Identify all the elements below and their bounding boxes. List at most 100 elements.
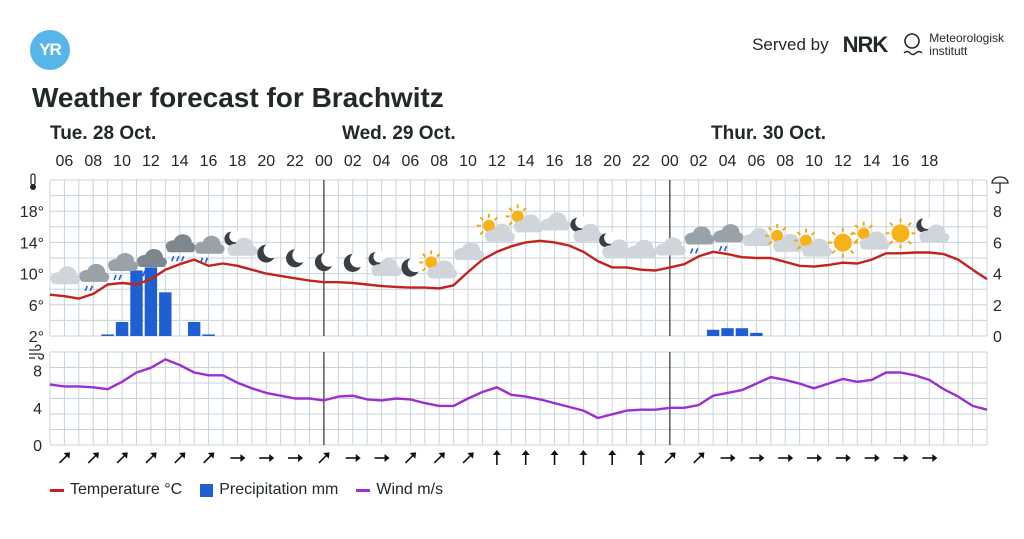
x-tick-label: 12	[488, 153, 506, 170]
wind-arrow-icon	[203, 452, 215, 464]
cloud-rain-icon	[194, 235, 225, 264]
moon-icon	[401, 256, 423, 277]
x-tick-label: 20	[603, 153, 621, 170]
wind-arrow-icon	[259, 454, 275, 462]
wind-arrow-icon	[693, 452, 705, 464]
precipitation-bar	[159, 292, 172, 336]
legend-wind-swatch	[356, 488, 371, 492]
x-tick-label: 08	[430, 153, 448, 170]
legend-temperature[interactable]: Temperature °C	[50, 481, 182, 499]
x-tick-label: 08	[776, 153, 794, 170]
x-tick-label: 22	[632, 153, 650, 170]
sun-cloud-icon	[505, 204, 544, 233]
y-right-tick-label: 0	[993, 329, 1002, 346]
moon-cloud-icon	[599, 231, 633, 258]
temperature-line	[49, 239, 988, 300]
page-title: Weather forecast for Brachwitz	[32, 82, 444, 113]
cloud-icon	[655, 237, 686, 256]
chart-legend: Temperature °C Precipitation mm Wind m/s	[50, 481, 443, 499]
umbrella-icon	[991, 176, 1009, 194]
legend-precipitation[interactable]: Precipitation mm	[200, 481, 338, 499]
wind-arrow-icon	[720, 454, 736, 462]
wind-arrow-icon	[608, 450, 617, 465]
cloud-heavy-rain-icon	[165, 234, 196, 262]
sun-cloud-icon	[851, 221, 890, 250]
x-tick-label: 04	[373, 153, 391, 170]
wind-arrow-icon	[864, 454, 880, 462]
x-tick-label: 18	[920, 153, 938, 170]
x-tick-label: 08	[84, 153, 102, 170]
legend-wind[interactable]: Wind m/s	[356, 481, 443, 499]
precipitation-bar	[187, 321, 201, 336]
precipitation-bar	[750, 332, 763, 336]
precipitation-bar	[101, 334, 114, 336]
cloud-icon	[50, 266, 81, 285]
wind-arrow-icon	[807, 454, 823, 462]
y-wind-tick-label: 4	[33, 401, 42, 418]
x-tick-label: 06	[401, 153, 419, 170]
x-tick-label: 14	[517, 153, 535, 170]
precipitation-bar	[130, 270, 143, 336]
x-tick-label: 18	[229, 153, 247, 170]
wind-arrow-icon	[922, 454, 938, 462]
yr-logo[interactable]: YR	[30, 30, 70, 70]
x-tick-label: 04	[719, 153, 737, 170]
wind-arrow-icon	[116, 452, 128, 464]
x-tick-label: 00	[661, 153, 679, 170]
cloud-icon	[627, 239, 658, 258]
x-tick-label: 10	[113, 153, 131, 170]
wind-arrow-icon	[637, 450, 646, 465]
y-left-tick-label: 6°	[29, 298, 44, 315]
x-tick-label: 02	[690, 153, 708, 170]
moon-cloud-icon	[224, 230, 258, 256]
met-logo[interactable]: Meteorologisk institutt	[901, 32, 1004, 58]
y-wind-tick-label: 8	[33, 364, 42, 381]
moon-icon	[343, 252, 366, 272]
y-right-tick-label: 2	[993, 298, 1002, 315]
x-tick-label: 16	[892, 153, 910, 170]
wind-arrow-icon	[893, 454, 909, 462]
precipitation-bar	[202, 334, 215, 336]
moon-cloud-icon	[368, 250, 402, 277]
x-tick-label: 00	[315, 153, 333, 170]
x-tick-label: 14	[863, 153, 881, 170]
nrk-logo[interactable]: NRK	[842, 32, 889, 57]
x-tick-label: 06	[56, 153, 74, 170]
y-left-tick-label: 14°	[20, 235, 44, 252]
y-left-tick-label: 2°	[29, 329, 44, 346]
x-tick-label: 06	[747, 153, 765, 170]
met-circle-icon	[903, 33, 923, 56]
cloud-icon	[742, 228, 773, 246]
wind-arrow-icon	[492, 450, 501, 465]
y-right-tick-label: 6	[993, 235, 1002, 252]
wind-arrow-icon	[174, 452, 186, 464]
met-name-line2: institutt	[929, 44, 968, 58]
wind-arrow-icon	[230, 454, 246, 462]
wind-arrow-icon	[58, 452, 71, 464]
legend-precipitation-label: Precipitation mm	[219, 481, 339, 498]
moon-cloud-icon	[570, 216, 604, 242]
x-tick-label: 14	[171, 153, 189, 170]
cloud-rain-icon	[79, 263, 110, 292]
day-label-thu: Thur. 30 Oct.	[711, 123, 827, 144]
legend-temperature-swatch	[50, 488, 64, 492]
moon-icon	[314, 251, 337, 272]
cloud-heavy-rain-icon	[136, 249, 167, 277]
precipitation-bar	[144, 267, 158, 336]
x-tick-label: 02	[344, 153, 362, 170]
cloud-rain-icon	[684, 226, 715, 254]
x-tick-label: 16	[200, 153, 218, 170]
day-label-wed: Wed. 29 Oct.	[342, 123, 456, 144]
x-tick-label: 18	[574, 153, 592, 170]
wind-arrow-icon	[87, 452, 99, 464]
wind-arrow-icon	[374, 454, 390, 462]
sun-cloud-icon	[794, 228, 833, 257]
x-tick-label: 16	[546, 153, 564, 170]
y-wind-tick-label: 0	[33, 438, 42, 455]
sun-cloud-icon	[765, 223, 804, 252]
moon-icon	[257, 242, 279, 263]
x-tick-label: 20	[257, 153, 275, 170]
x-tick-label: 10	[805, 153, 823, 170]
thermometer-icon	[30, 173, 36, 190]
y-right-tick-label: 8	[993, 204, 1002, 221]
